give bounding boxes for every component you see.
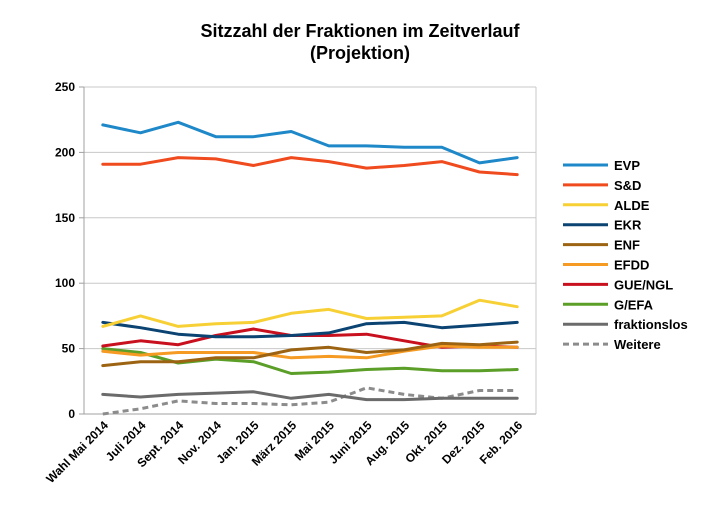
legend-label-fraktionslos: fraktionslos: [614, 317, 688, 332]
chart-title: Sitzzahl der Fraktionen im Zeitverlauf: [200, 21, 520, 41]
y-tick-label: 200: [55, 145, 75, 159]
legend-label-weitere: Weitere: [614, 337, 661, 352]
y-tick-label: 50: [62, 342, 76, 356]
legend-label-gue-ngl: GUE/NGL: [614, 277, 673, 292]
series-line-alde: [101, 298, 519, 328]
y-tick-label: 100: [55, 276, 75, 290]
series-line-s-d: [101, 156, 519, 177]
series-line-efdd: [101, 344, 519, 360]
legend-label-ekr: EKR: [614, 218, 642, 233]
series-line-ekr: [101, 320, 519, 339]
legend: EVP S&D ALDE EKR ENF EFDD GUE/NGL G/EFA fraktion…: [563, 158, 688, 352]
legend-label-enf: ENF: [614, 238, 640, 253]
y-axis-ticks: 0 50 100 150 200 250: [55, 80, 75, 421]
legend-label-efdd: EFDD: [614, 258, 649, 273]
legend-label-g-efa: G/EFA: [614, 297, 654, 312]
y-tick-label: 150: [55, 211, 75, 225]
legend-label-evp: EVP: [614, 158, 640, 173]
series-line-evp: [101, 120, 519, 165]
y-tick-label: 250: [55, 80, 75, 94]
legend-label-alde: ALDE: [614, 198, 650, 213]
series-lines: [101, 120, 519, 416]
y-tick-label: 0: [68, 407, 75, 421]
legend-label-s-d: S&D: [614, 178, 641, 193]
series-line-fraktionslos: [101, 390, 519, 402]
series-line-enf: [101, 340, 519, 368]
chart-subtitle: (Projektion): [310, 43, 410, 63]
